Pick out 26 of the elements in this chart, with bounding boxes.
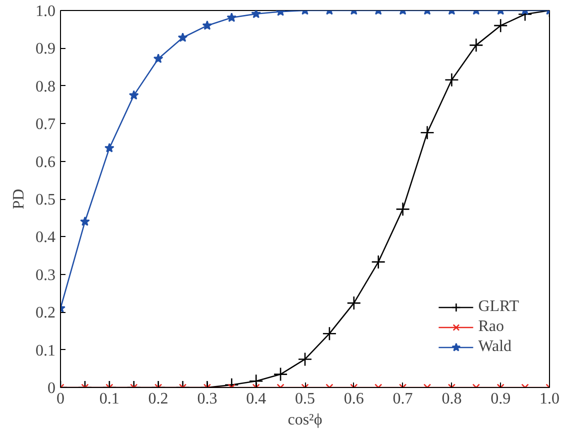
- y-tick-label: 0.9: [36, 40, 56, 58]
- y-tick-label: 0.8: [36, 78, 56, 96]
- legend-label: Rao: [478, 318, 504, 336]
- y-tick-label: 0.7: [36, 116, 56, 134]
- x-tick-label: 0.7: [392, 390, 413, 408]
- y-tick-label: 0.4: [36, 229, 56, 246]
- x-axis-title: cos²ϕ: [288, 412, 322, 428]
- y-tick-label: 1.0: [36, 3, 56, 20]
- x-tick-label: 0.5: [295, 390, 315, 408]
- x-tick-label: 1.0: [540, 390, 560, 408]
- y-tick-label: 0.5: [36, 192, 56, 208]
- y-axis-title: PD: [10, 188, 28, 210]
- legend-label: Wald: [478, 338, 512, 356]
- y-tick-label: 0.1: [36, 342, 56, 360]
- x-tick-label: 0.1: [99, 390, 120, 408]
- x-tick-label: 0.9: [490, 390, 511, 408]
- x-tick-label: 0.3: [197, 390, 218, 408]
- x-tick-label: 0.8: [442, 390, 462, 408]
- legend-label: GLRT: [478, 298, 519, 316]
- x-tick-label: 0.4: [246, 390, 266, 408]
- y-tick-label: 0.3: [36, 266, 56, 284]
- y-tick-label: 0: [48, 380, 56, 397]
- x-tick-label: 0.6: [344, 390, 364, 408]
- x-tick-label: 0.2: [148, 390, 168, 408]
- y-tick-label: 0.6: [36, 154, 56, 171]
- y-tick-label: 0.2: [36, 304, 56, 322]
